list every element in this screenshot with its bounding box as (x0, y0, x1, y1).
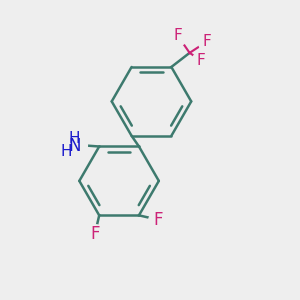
Text: H: H (68, 131, 80, 146)
Text: F: F (202, 34, 211, 49)
Text: F: F (153, 211, 163, 229)
Text: F: F (196, 53, 205, 68)
Text: N: N (68, 137, 80, 155)
Text: F: F (90, 226, 100, 244)
Text: H: H (61, 144, 72, 159)
Text: F: F (173, 28, 182, 43)
